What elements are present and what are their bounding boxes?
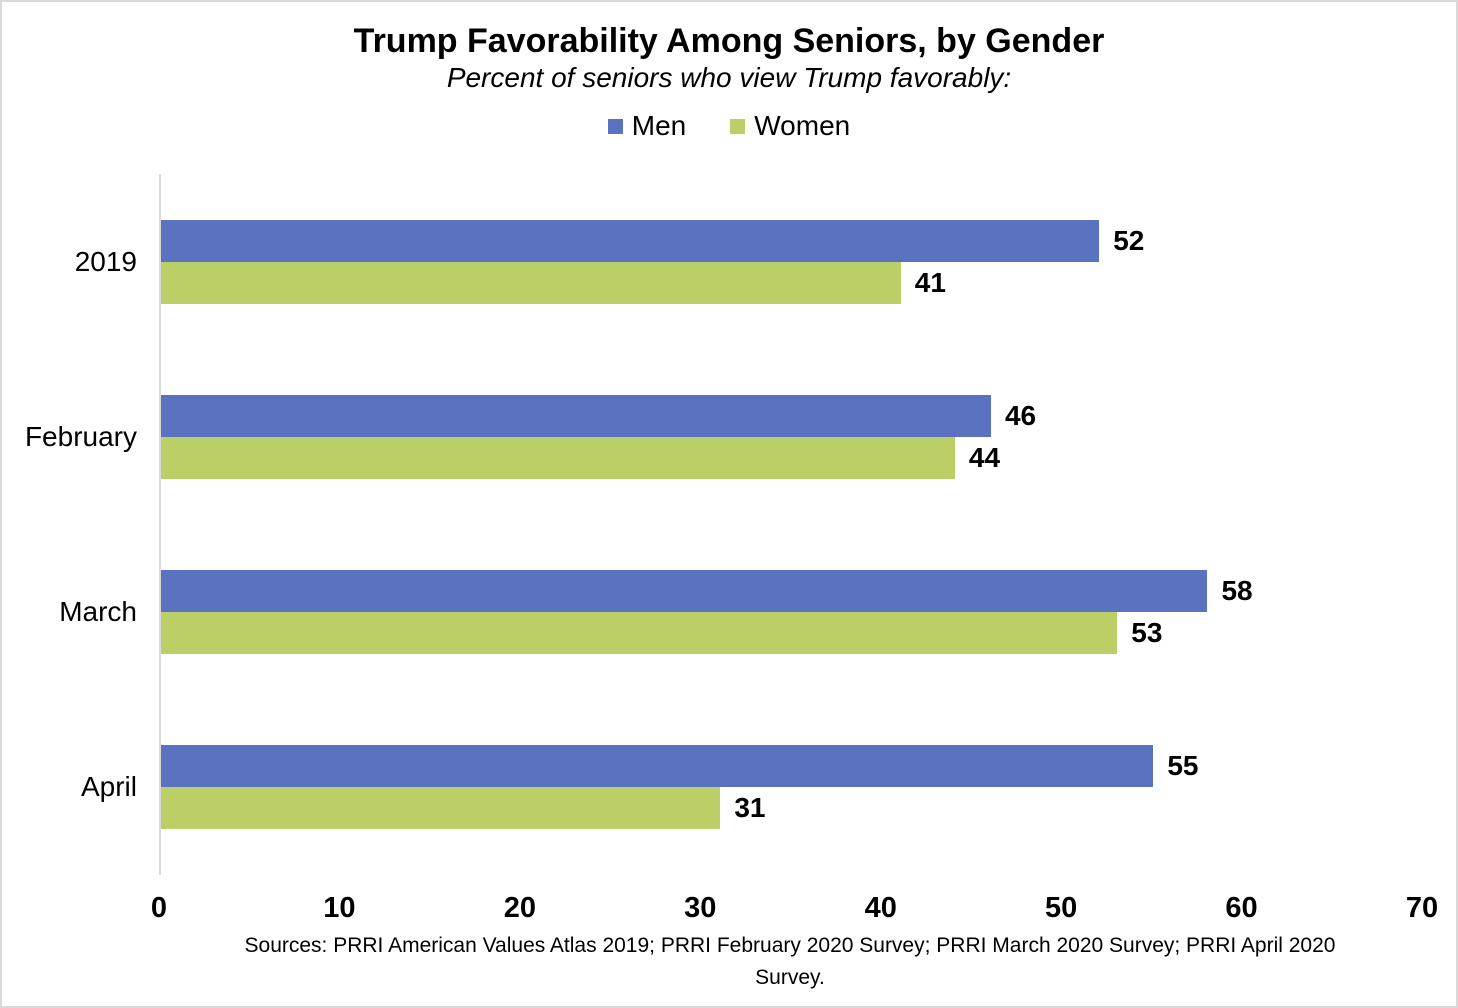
source-note: Sources: PRRI American Values Atlas 2019… [244, 934, 1336, 989]
bar-row: 2019 52 41 [75, 174, 1424, 349]
value-label: 58 [1221, 575, 1253, 607]
x-tick-label: 60 [1225, 892, 1258, 924]
value-label: 52 [1113, 224, 1145, 256]
category-label: 2019 [74, 245, 137, 277]
bar-women [161, 261, 901, 304]
bar-line: 41 [161, 261, 1424, 304]
bar-men [161, 570, 1208, 613]
category-label: March [59, 596, 137, 628]
value-label: 41 [914, 266, 946, 298]
bar-line: 52 [161, 219, 1424, 262]
x-tick-label: 0 [150, 892, 168, 924]
bar-row: April 55 31 [81, 700, 1424, 875]
bar-line: 46 [161, 394, 1424, 437]
value-label: 44 [968, 441, 1001, 473]
bar-men [161, 394, 991, 437]
x-tick-label: 40 [864, 892, 897, 924]
x-tick-label: 20 [503, 892, 536, 924]
chart-subtitle: Percent of seniors who view Trump favora… [446, 62, 1012, 93]
x-tick-label: 30 [684, 892, 717, 924]
value-label: 31 [734, 792, 766, 824]
bar-line: 55 [161, 745, 1424, 788]
x-tick-label: 10 [323, 892, 356, 924]
value-label: 53 [1131, 617, 1163, 649]
legend: Men Women [2, 110, 1456, 142]
plot-area: 2019 52 41 February 46 44 March 58 53 April 55 31 [25, 174, 1424, 875]
category-label: April [80, 771, 137, 803]
legend-label: Men [631, 110, 687, 141]
x-axis: 0 10 20 30 40 50 60 70 [151, 892, 1438, 928]
legend-item-women: Women [730, 110, 850, 142]
x-tick-label: 70 [1405, 892, 1439, 924]
bar-women [161, 612, 1118, 655]
legend-swatch-women [730, 118, 746, 134]
legend-label: Women [754, 110, 851, 141]
bar-line: 44 [161, 436, 1424, 479]
category-label: February [24, 420, 137, 452]
chart-title: Trump Favorability Among Seniors, by Gen… [353, 22, 1105, 60]
bar-women [161, 787, 721, 830]
legend-swatch-men [607, 118, 623, 134]
legend-item-men: Men [607, 110, 687, 142]
value-label: 46 [1004, 399, 1037, 431]
bar-men [161, 745, 1154, 788]
bar-men [161, 219, 1100, 262]
x-tick-label: 50 [1045, 892, 1078, 924]
bar-line: 31 [161, 787, 1424, 830]
bar-row: March 58 53 [59, 525, 1424, 700]
plot-rows: 2019 52 41 February 46 44 March 58 53 April 55 31 [25, 174, 1424, 875]
value-label: 55 [1167, 750, 1199, 782]
bar-line: 58 [161, 570, 1424, 613]
bar-women [161, 436, 955, 479]
bar-row: February 46 44 [25, 349, 1424, 524]
bar-line: 53 [161, 612, 1424, 655]
